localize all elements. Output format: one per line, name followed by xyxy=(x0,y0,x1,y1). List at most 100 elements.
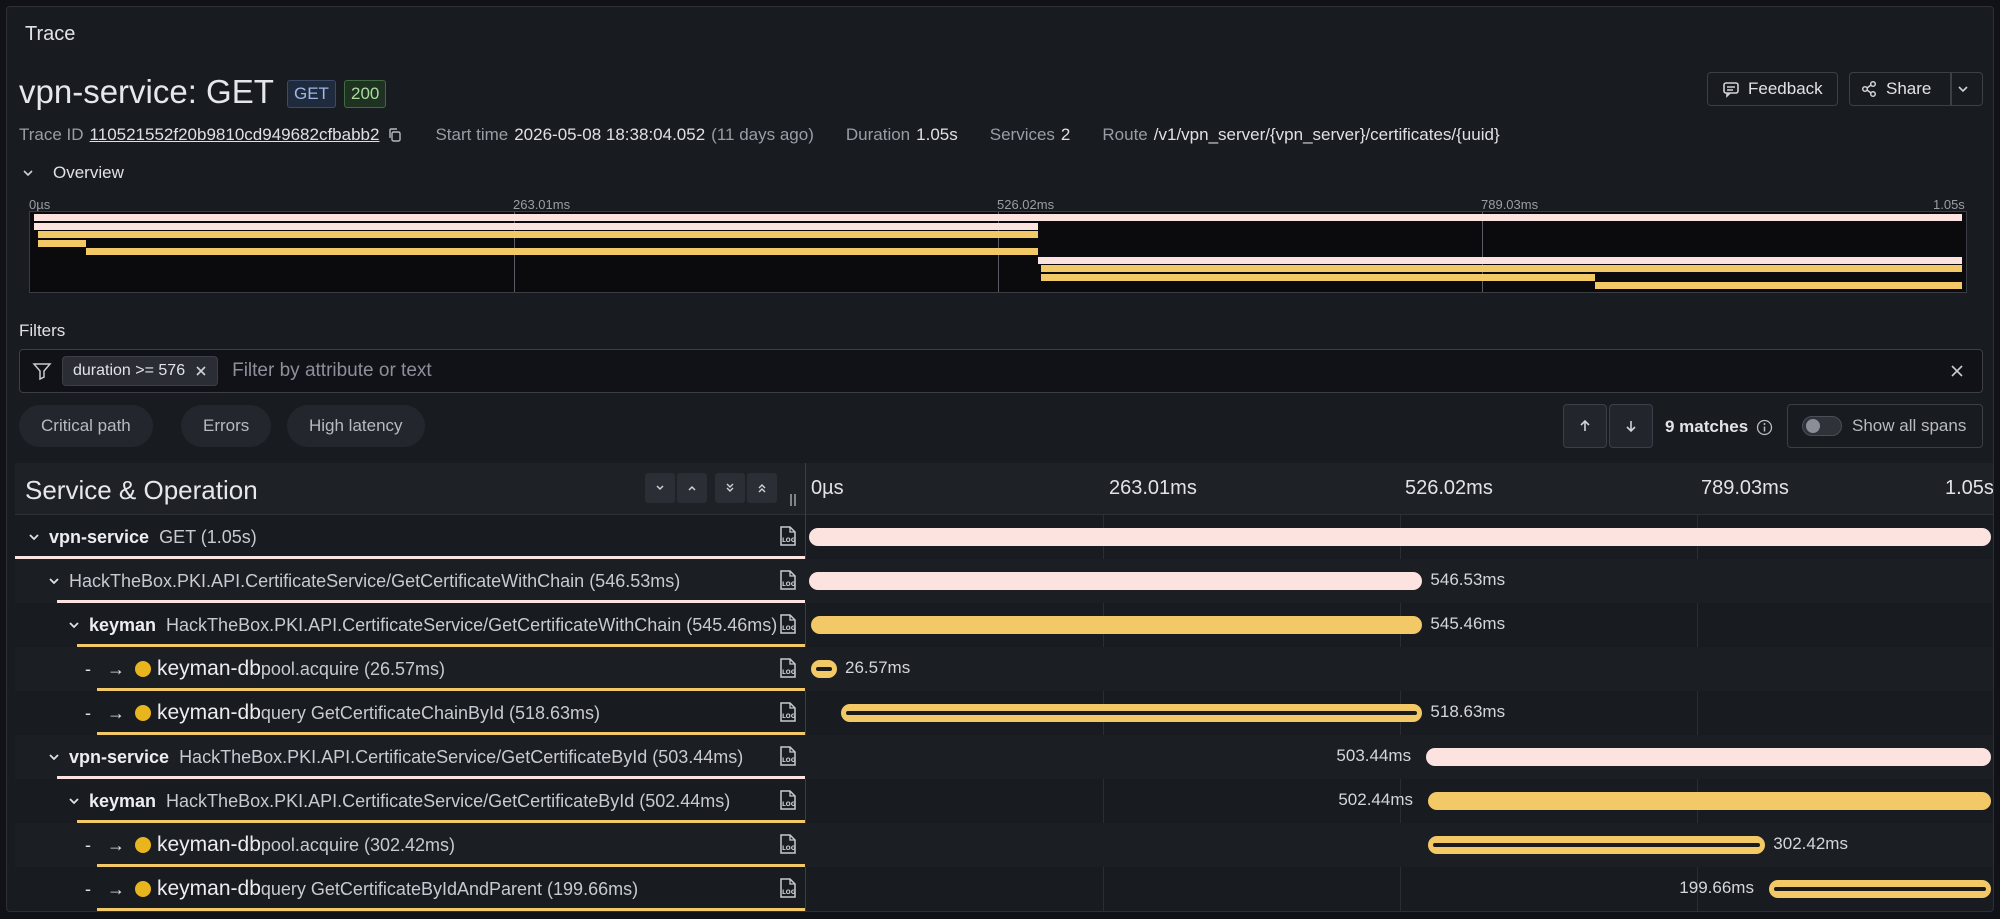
log-icon[interactable]: LOG xyxy=(777,789,799,811)
span-row[interactable]: HackTheBox.PKI.API.CertificateService/Ge… xyxy=(15,559,1993,603)
feedback-button[interactable]: Feedback xyxy=(1707,72,1838,106)
span-bar[interactable] xyxy=(1428,836,1766,854)
log-icon[interactable]: LOG xyxy=(777,613,799,635)
span-service-name: vpn-service xyxy=(49,526,150,547)
span-service-name: keyman-db xyxy=(157,701,261,724)
service-color-line xyxy=(97,688,805,691)
span-duration-label: 502.44ms xyxy=(1338,790,1413,809)
next-match-button[interactable] xyxy=(1609,404,1653,448)
high-latency-pill[interactable]: High latency xyxy=(287,405,425,447)
span-name-cell[interactable]: - → keyman-db pool.acquire (26.57ms) xyxy=(15,647,805,691)
minimap-span-bar xyxy=(1040,265,1962,272)
filter-bar[interactable]: duration >= 576 Filter by attribute or t… xyxy=(19,349,1983,393)
panel-title: Trace xyxy=(25,23,76,45)
clear-icon[interactable] xyxy=(1950,364,1964,378)
share-icon xyxy=(1861,80,1877,98)
svg-text:LOG: LOG xyxy=(782,845,796,852)
resize-handle-icon[interactable] xyxy=(789,493,797,507)
filter-input[interactable]: Filter by attribute or text xyxy=(232,360,432,381)
span-row[interactable]: keyman HackTheBox.PKI.API.CertificateServ… xyxy=(15,603,1993,647)
service-operation-header: Service & Operation xyxy=(25,475,258,505)
span-row[interactable]: - → keyman-db query GetCertificateByIdAndPa… xyxy=(15,867,1993,911)
expand-one-button[interactable] xyxy=(677,473,707,503)
trace-id-link[interactable]: 110521552f20b9810cd949682cfbabb2 xyxy=(89,125,380,144)
span-logs-button[interactable]: LOG xyxy=(777,833,799,860)
span-duration-label: 302.42ms xyxy=(1773,834,1848,853)
expand-toggle[interactable] xyxy=(65,619,83,631)
span-logs-button[interactable]: LOG xyxy=(777,789,799,816)
span-logs-button[interactable]: LOG xyxy=(777,657,799,684)
chevron-down-icon xyxy=(23,170,33,177)
critical-path-pill[interactable]: Critical path xyxy=(19,405,153,447)
minimap-span-bar xyxy=(34,222,1038,230)
span-logs-button[interactable]: LOG xyxy=(777,877,799,904)
overview-toggle[interactable]: Overview xyxy=(21,163,124,183)
span-bar[interactable] xyxy=(811,660,837,678)
span-name-cell[interactable]: HackTheBox.PKI.API.CertificateService/Ge… xyxy=(15,559,805,603)
filter-chip[interactable]: duration >= 576 xyxy=(62,356,219,386)
span-name-cell[interactable]: - → keyman-db query GetCertificateChainById… xyxy=(15,691,805,735)
log-icon[interactable]: LOG xyxy=(777,701,799,723)
expand-toggle[interactable] xyxy=(65,795,83,807)
expand-toggle[interactable] xyxy=(45,575,63,587)
chevrons-down-icon xyxy=(726,483,734,492)
timeline-tick: 0µs xyxy=(811,477,844,499)
errors-pill[interactable]: Errors xyxy=(181,405,272,447)
log-icon[interactable]: LOG xyxy=(777,657,799,679)
chevron-down-icon xyxy=(69,622,79,629)
copy-icon[interactable] xyxy=(387,127,403,143)
show-all-spans-toggle[interactable]: Show all spans xyxy=(1787,404,1983,448)
span-logs-button[interactable]: LOG xyxy=(777,525,799,552)
span-bar[interactable] xyxy=(809,572,1423,590)
span-name-cell[interactable]: keyman HackTheBox.PKI.API.CertificateServ… xyxy=(15,603,805,647)
share-dropdown-button[interactable] xyxy=(1951,72,1983,106)
share-button[interactable]: Share xyxy=(1849,72,1951,106)
span-bar[interactable] xyxy=(1769,880,1991,898)
timeline-tick: 1.05s xyxy=(1945,477,1994,499)
expand-toggle[interactable] xyxy=(25,531,43,543)
chevron-down-icon xyxy=(49,578,59,585)
grid-line xyxy=(1697,515,1698,911)
arrow-right-icon: → xyxy=(107,878,125,899)
span-name-cell[interactable]: keyman HackTheBox.PKI.API.CertificateServ… xyxy=(15,779,805,823)
log-icon[interactable]: LOG xyxy=(777,525,799,547)
close-icon[interactable] xyxy=(195,365,207,377)
span-name-cell[interactable]: - → keyman-db query GetCertificateByIdAndPa… xyxy=(15,867,805,911)
log-icon[interactable]: LOG xyxy=(777,877,799,899)
collapse-one-button[interactable] xyxy=(645,473,675,503)
span-row[interactable]: vpn-service GET (1.05s) LOG xyxy=(15,515,1993,559)
span-table: Service & Operation 0µs 263.01ms 526.02m… xyxy=(15,463,1994,911)
span-row[interactable]: keyman HackTheBox.PKI.API.CertificateServ… xyxy=(15,779,1993,823)
span-bar[interactable] xyxy=(809,528,1991,546)
info-icon[interactable] xyxy=(1756,419,1773,436)
span-row[interactable]: - → keyman-db pool.acquire (26.57ms) LOG 26.5… xyxy=(15,647,1993,691)
span-logs-button[interactable]: LOG xyxy=(777,745,799,772)
span-bar[interactable] xyxy=(1428,792,1991,810)
span-name-cell[interactable]: vpn-service GET (1.05s) xyxy=(15,515,805,559)
span-bar[interactable] xyxy=(811,616,1423,634)
trace-minimap[interactable] xyxy=(29,211,1967,293)
log-icon[interactable]: LOG xyxy=(777,569,799,591)
collapse-all-button[interactable] xyxy=(715,473,745,503)
expand-all-button[interactable] xyxy=(747,473,777,503)
span-bar[interactable] xyxy=(841,704,1423,722)
filter-chip-label: duration >= 576 xyxy=(73,362,186,379)
span-name-cell[interactable]: - → keyman-db pool.acquire (302.42ms) xyxy=(15,823,805,867)
span-logs-button[interactable]: LOG xyxy=(777,701,799,728)
svg-text:LOG: LOG xyxy=(782,581,796,588)
filters-label: Filters xyxy=(19,321,66,340)
toggle-switch[interactable] xyxy=(1802,416,1842,436)
span-row[interactable]: vpn-service HackTheBox.PKI.API.Certificat… xyxy=(15,735,1993,779)
service-color-line xyxy=(77,644,805,647)
span-row[interactable]: - → keyman-db pool.acquire (302.42ms) LOG 302… xyxy=(15,823,1993,867)
expand-toggle[interactable] xyxy=(45,751,63,763)
span-operation-name: HackTheBox.PKI.API.CertificateService/Ge… xyxy=(166,790,731,811)
span-name-cell[interactable]: vpn-service HackTheBox.PKI.API.Certificat… xyxy=(15,735,805,779)
span-logs-button[interactable]: LOG xyxy=(777,569,799,596)
span-bar[interactable] xyxy=(1426,748,1991,766)
span-row[interactable]: - → keyman-db query GetCertificateChainById… xyxy=(15,691,1993,735)
span-logs-button[interactable]: LOG xyxy=(777,613,799,640)
log-icon[interactable]: LOG xyxy=(777,745,799,767)
log-icon[interactable]: LOG xyxy=(777,833,799,855)
prev-match-button[interactable] xyxy=(1563,404,1607,448)
